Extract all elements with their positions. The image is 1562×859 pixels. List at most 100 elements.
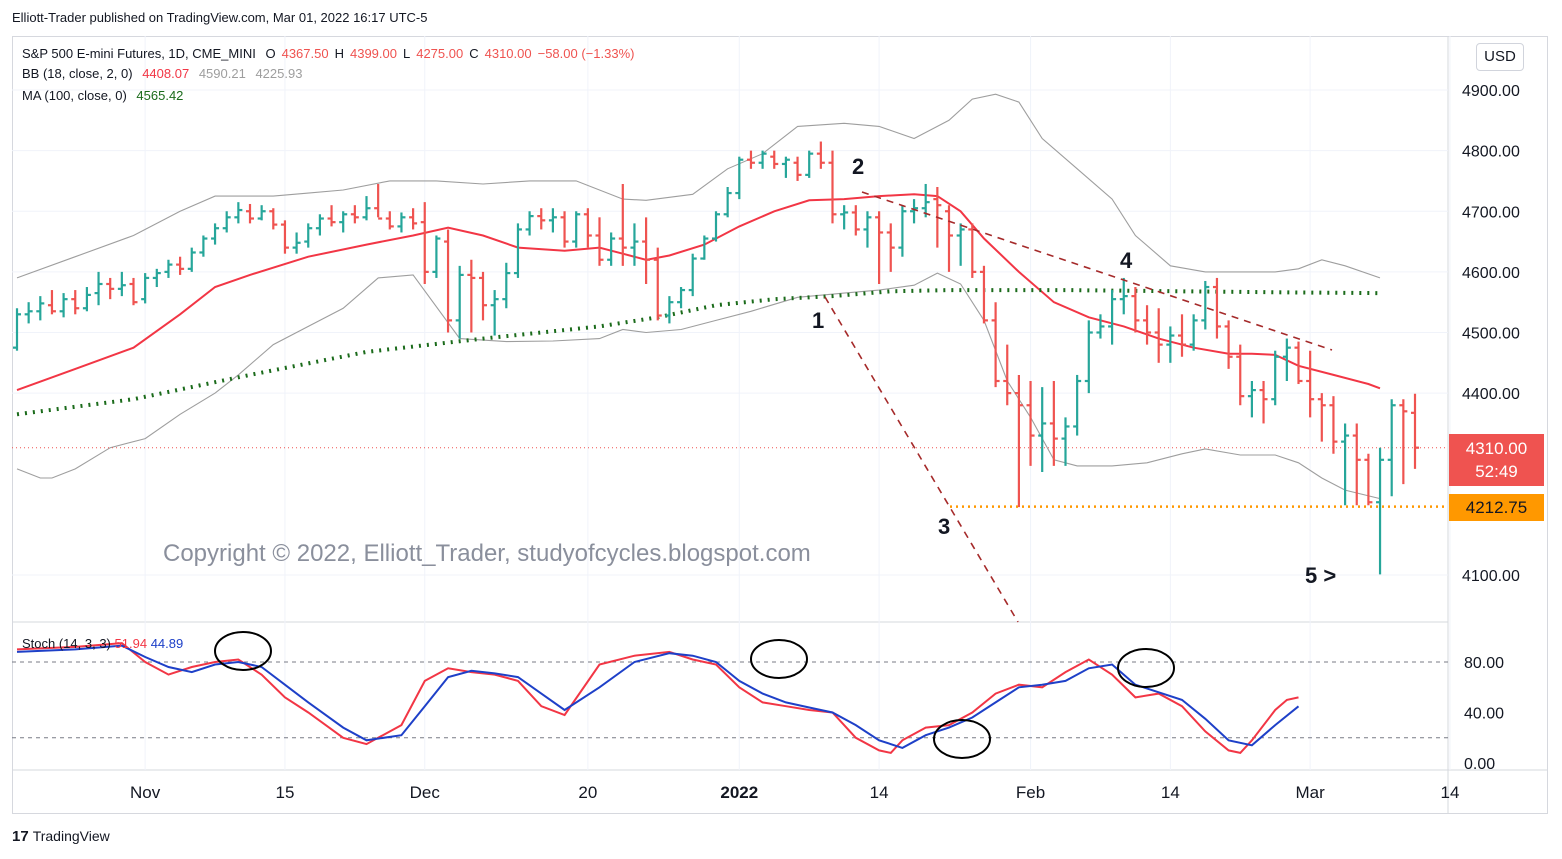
ohlc-bar [572, 211, 581, 248]
ohlc-bar [723, 187, 732, 218]
footer-brand[interactable]: 17 TradingView [12, 828, 110, 845]
price-tick-label: 4500.00 [1462, 326, 1520, 343]
ohlc-bar [1294, 341, 1303, 385]
stoch-k-line [16, 642, 1299, 754]
low-value: 4275.00 [416, 46, 464, 61]
ohlc-bar [513, 223, 522, 278]
ohlc-bar [1166, 326, 1175, 363]
ohlc-bar [1131, 287, 1140, 333]
ohlc-bar [968, 223, 977, 278]
ohlc-bar [1014, 374, 1023, 508]
ohlc-bar [1224, 320, 1233, 369]
price-tick-label: 4800.00 [1462, 144, 1520, 161]
ohlc-bar [420, 202, 429, 284]
ohlc-bar [1061, 417, 1070, 466]
ohlc-bar [1364, 453, 1373, 506]
ohlc-bar [82, 287, 91, 312]
time-tick-label: 14 [870, 783, 889, 802]
stoch-d-line [16, 644, 1300, 749]
ohlc-bar [793, 156, 802, 181]
ohlc-bar [129, 277, 138, 306]
ohlc-bar [898, 205, 907, 257]
ohlc-bar [1399, 399, 1408, 485]
stoch-d-value: 44.89 [150, 636, 184, 651]
ohlc-bar [1317, 393, 1326, 442]
bb-basis-line [16, 193, 1381, 392]
ohlc-bar [432, 235, 441, 278]
bb-label: BB (18, close, 2, 0) [22, 66, 133, 81]
open-value: 4367.50 [281, 46, 329, 61]
ohlc-bar [642, 217, 651, 284]
time-tick-label: 2022 [720, 783, 758, 802]
ohlc-bar [781, 156, 790, 178]
wave-label-3: 3 [938, 514, 951, 539]
ohlc-bar [595, 217, 604, 266]
ohlc-bar [490, 290, 499, 336]
legend-ma-row: MA (100, close, 0) 4565.42 [22, 88, 189, 103]
ohlc-bar [1411, 393, 1419, 469]
wave-label-2: 2 [852, 154, 865, 179]
bar-countdown: 52:49 [1475, 462, 1518, 481]
time-tick-label: 14 [1440, 783, 1459, 802]
ohlc-bar [292, 232, 301, 254]
bb-lower-value: 4225.93 [255, 66, 303, 81]
price-tick-label: 4100.00 [1462, 568, 1520, 585]
ohlc-bar [246, 203, 254, 224]
ohlc-bar [59, 293, 68, 318]
bb-basis-value: 4408.07 [142, 66, 190, 81]
crossover-circle [933, 719, 991, 759]
ohlc-bar [47, 290, 56, 315]
ohlc-bar [409, 208, 418, 230]
ohlc-bar [607, 232, 616, 266]
ohlc-bar [479, 271, 487, 321]
ohlc-bar [956, 223, 965, 266]
legend-stoch-row: Stoch (14, 3, 3) 51.94 44.89 [22, 636, 183, 651]
currency-button[interactable]: USD [1476, 43, 1524, 71]
ohlc-bar [560, 211, 569, 248]
time-tick-label: 14 [1161, 783, 1180, 802]
ohlc-bar [618, 183, 627, 266]
time-tick-label: Feb [1016, 783, 1045, 802]
ohlc-bar [677, 287, 686, 309]
stoch-label: Stoch (14, 3, 3) [22, 636, 111, 651]
ohlc-bar [269, 208, 278, 230]
ohlc-bar [1096, 314, 1105, 339]
wave-label-1: 1 [812, 308, 825, 333]
ohlc-bar [315, 214, 324, 236]
legend-bb-row: BB (18, close, 2, 0) 4408.07 4590.21 422… [22, 66, 308, 81]
ohlc-bar [24, 302, 33, 324]
ohlc-bar [397, 212, 406, 233]
ohlc-bar [758, 150, 767, 169]
ohlc-bar [1247, 381, 1256, 418]
ohlc-bar [1189, 314, 1198, 351]
ohlc-bar [851, 205, 860, 236]
ohlc-bar [199, 235, 208, 257]
stoch-tick-label: 40.00 [1464, 706, 1504, 723]
copyright-watermark: Copyright © 2022, Elliott_Trader, studyo… [163, 540, 811, 567]
chart-frame [12, 36, 1548, 814]
ohlc-bar [688, 253, 697, 297]
stoch-tick-label: 0.00 [1464, 756, 1495, 773]
ohlc-bar [339, 211, 348, 233]
level-price-badge: 4212.75 [1449, 494, 1544, 521]
ohlc-bar [746, 150, 755, 169]
ohlc-bar [327, 205, 336, 227]
high-value: 4399.00 [349, 46, 397, 61]
publish-header: Elliott-Trader published on TradingView.… [0, 0, 1562, 34]
symbol-label: S&P 500 E-mini Futures, 1D, CME_MINI [22, 46, 256, 61]
ohlc-bar [141, 273, 150, 304]
bb-upper-line [16, 93, 1381, 279]
price-tick-label: 4400.00 [1462, 386, 1520, 403]
ohlc-bar [1154, 308, 1163, 363]
ohlc-bar [1049, 381, 1058, 466]
ohlc-bar [1259, 381, 1268, 424]
ohlc-bar [1084, 320, 1093, 394]
channel-upper-trendline [861, 191, 1333, 351]
ohlc-bar [840, 205, 849, 230]
ohlc-bar [280, 220, 289, 254]
ohlc-bar [467, 259, 476, 333]
ohlc-bar [945, 205, 953, 272]
ohlc-bar [36, 296, 45, 321]
ohlc-bar [106, 277, 115, 300]
